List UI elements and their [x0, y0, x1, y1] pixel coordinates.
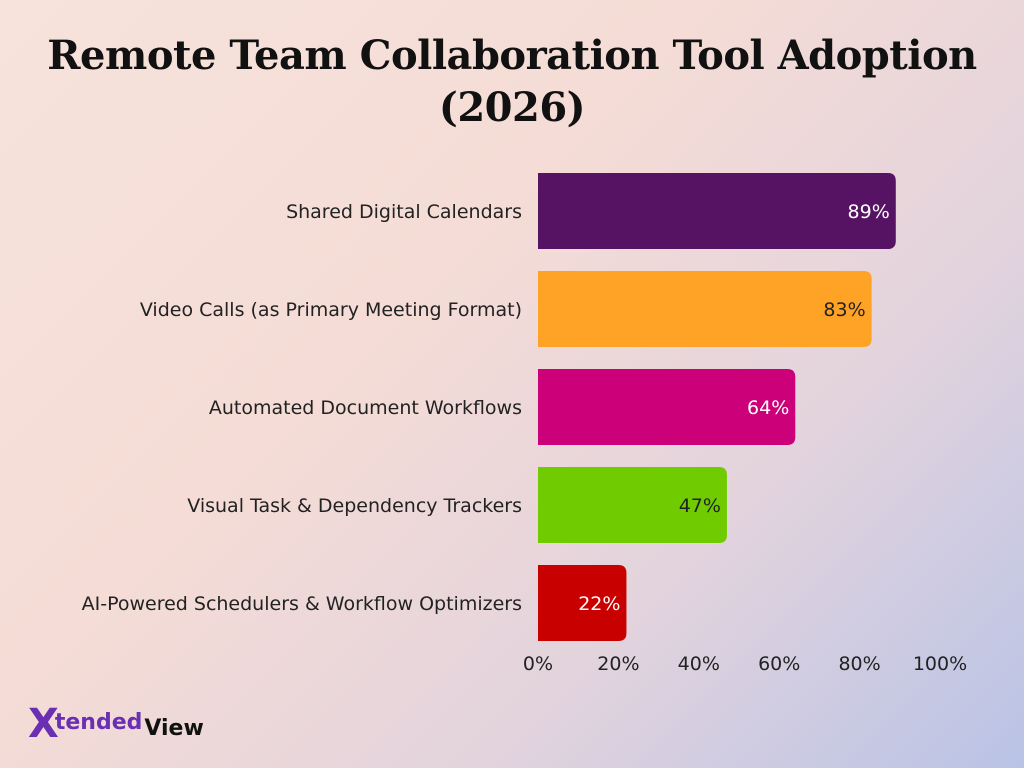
value-label-4: 47%	[679, 495, 721, 517]
logo-x-mark: X	[28, 701, 59, 747]
bar-1	[538, 173, 896, 249]
value-label-2: 83%	[823, 299, 865, 321]
xtendedview-logo: X tended View	[28, 702, 204, 744]
x-tick-label-4: 60%	[758, 653, 800, 675]
x-tick-label-2: 20%	[597, 653, 639, 675]
bar-4	[538, 467, 727, 543]
x-tick-label-6: 100%	[913, 653, 967, 675]
x-tick-label-5: 80%	[838, 653, 880, 675]
x-tick-label-1: 0%	[523, 653, 553, 675]
logo-view-text: View	[144, 716, 204, 741]
logo-tended-text: tended	[54, 710, 143, 735]
bar-5	[538, 565, 627, 641]
x-tick-label-3: 40%	[678, 653, 720, 675]
bar-3	[538, 369, 796, 445]
category-label-1: Shared Digital Calendars	[286, 201, 522, 223]
category-label-2: Video Calls (as Primary Meeting Format)	[140, 299, 522, 321]
bar-2	[538, 271, 872, 347]
value-label-3: 64%	[747, 397, 789, 419]
value-label-1: 89%	[848, 201, 890, 223]
category-label-3: Automated Document Workflows	[209, 397, 522, 419]
category-label-5: AI-Powered Schedulers & Workflow Optimiz…	[82, 593, 522, 615]
chart-title: Remote Team Collaboration Tool Adoption …	[47, 32, 977, 131]
category-label-4: Visual Task & Dependency Trackers	[187, 495, 522, 517]
value-label-5: 22%	[578, 593, 620, 615]
